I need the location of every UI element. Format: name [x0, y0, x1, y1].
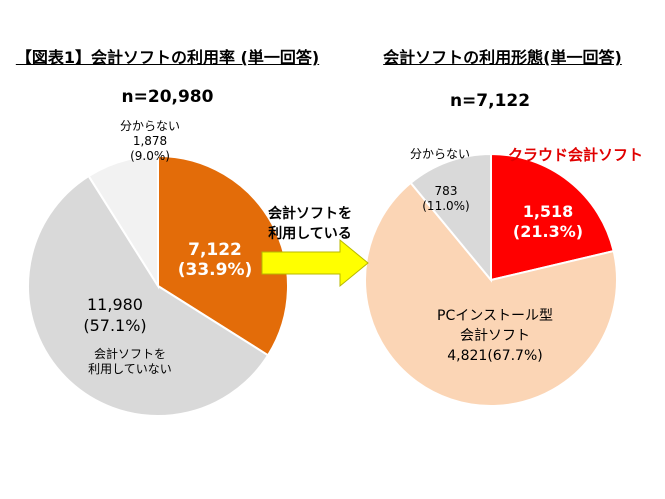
right-chart-title: 会計ソフトの利用形態(単一回答) [383, 48, 622, 67]
arrow-icon [261, 238, 369, 288]
pie-slice-right-0 [490, 152, 615, 282]
left-notusing-percent: (57.1%) [83, 316, 147, 335]
right-unknown-name: 分からない [409, 147, 470, 161]
left-sample-size: n=20,980 [121, 87, 214, 107]
right-unknown-count: 783 [434, 184, 458, 198]
left-unknown-name: 分からない [119, 119, 180, 133]
left-notusing-value-label: 11,980 (57.1%) [55, 294, 175, 336]
right-pc-name-line2: 会計ソフト [460, 328, 530, 344]
pie-slice-right-2 [409, 152, 492, 283]
left-using-percent: (33.9%) [177, 260, 253, 280]
right-pc-name-line1: PCインストール型 [437, 308, 553, 324]
right-cloud-value-label: 1,518 (21.3%) [493, 202, 603, 242]
right-cloud-name: クラウド会計ソフト [508, 146, 644, 164]
pie-slice-left-2 [87, 154, 159, 290]
left-unknown-label: 分からない 1,878 (9.0%) [100, 119, 200, 164]
right-unknown-percent: (11.0%) [422, 199, 470, 213]
left-chart-title: 【図表1】会計ソフトの利用率 (単一回答) [15, 48, 320, 67]
pie-slice-right-1 [364, 181, 618, 407]
right-cloud-percent: (21.3%) [512, 222, 584, 241]
left-notusing-count: 11,980 [87, 295, 143, 314]
right-sample-size: n=7,122 [449, 91, 531, 111]
arrow-label: 会計ソフトを 利用している [255, 204, 365, 244]
right-pc-label: PCインストール型 会計ソフト 4,821(67.7%) [420, 306, 570, 366]
right-cloud-count: 1,518 [522, 202, 574, 221]
arrow-label-line1: 会計ソフトを [268, 206, 352, 222]
pie-slice-left-1 [27, 174, 270, 418]
arrow-label-line2: 利用している [268, 226, 352, 242]
left-unknown-count: 1,878 [132, 134, 168, 148]
left-notusing-name-line2: 利用していない [88, 362, 172, 376]
right-unknown-value-label: 783 (11.0%) [416, 184, 476, 214]
left-using-count: 7,122 [188, 240, 242, 260]
left-notusing-name-label: 会計ソフトを 利用していない [75, 347, 185, 377]
left-using-label: 7,122 (33.9%) [160, 240, 270, 280]
left-unknown-percent: (9.0%) [130, 149, 170, 163]
left-notusing-name-line1: 会計ソフトを [93, 347, 166, 361]
right-pc-value: 4,821(67.7%) [447, 348, 543, 364]
